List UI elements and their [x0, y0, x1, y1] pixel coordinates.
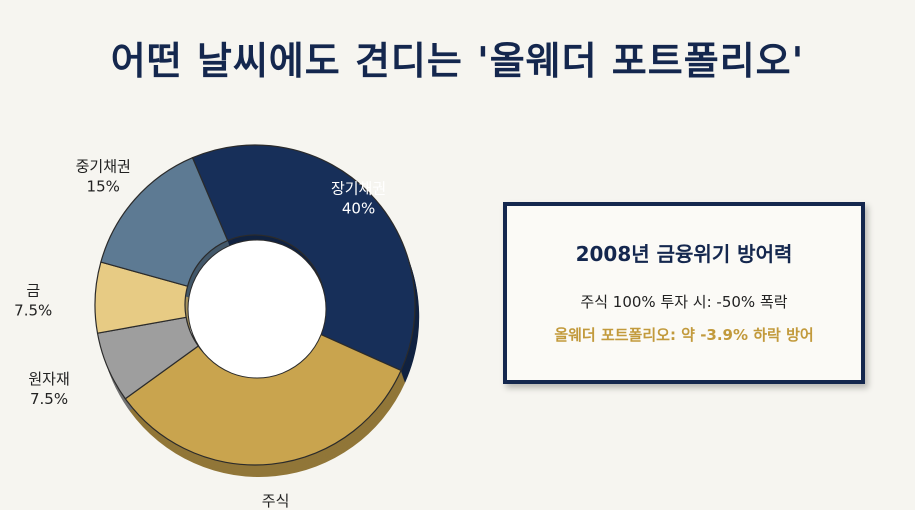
slice-label-value-3: 7.5% — [14, 301, 52, 319]
slice-label-name-3: 금 — [26, 281, 40, 299]
donut-slices — [94, 144, 416, 466]
slice-label-name-1: 주식 — [262, 492, 290, 510]
slice-label-value-2: 7.5% — [30, 390, 68, 408]
info-box: 2008년 금융위기 방어력 주식 100% 투자 시: -50% 폭락 올웨더… — [503, 202, 865, 384]
slice-label-value-0: 40% — [342, 199, 375, 217]
slice-label-name-0: 장기채권 — [331, 179, 386, 197]
donut-slice-4 — [100, 157, 229, 287]
info-box-stock-line: 주식 100% 투자 시: -50% 폭락 — [580, 293, 788, 311]
slice-label-name-2: 원자재 — [28, 370, 69, 388]
slice-label-name-4: 중기채권 — [76, 158, 131, 176]
donut-center — [187, 239, 327, 379]
info-box-title: 2008년 금융위기 방어력 — [575, 242, 793, 266]
page-title: 어떤 날씨에도 견디는 '올웨더 포트폴리오' — [110, 39, 805, 83]
slice-label-value-4: 15% — [87, 178, 120, 196]
info-box-allweather-line: 올웨더 포트폴리오: 약 -3.9% 하락 방어 — [554, 326, 814, 344]
donut-slice-0 — [191, 144, 416, 372]
